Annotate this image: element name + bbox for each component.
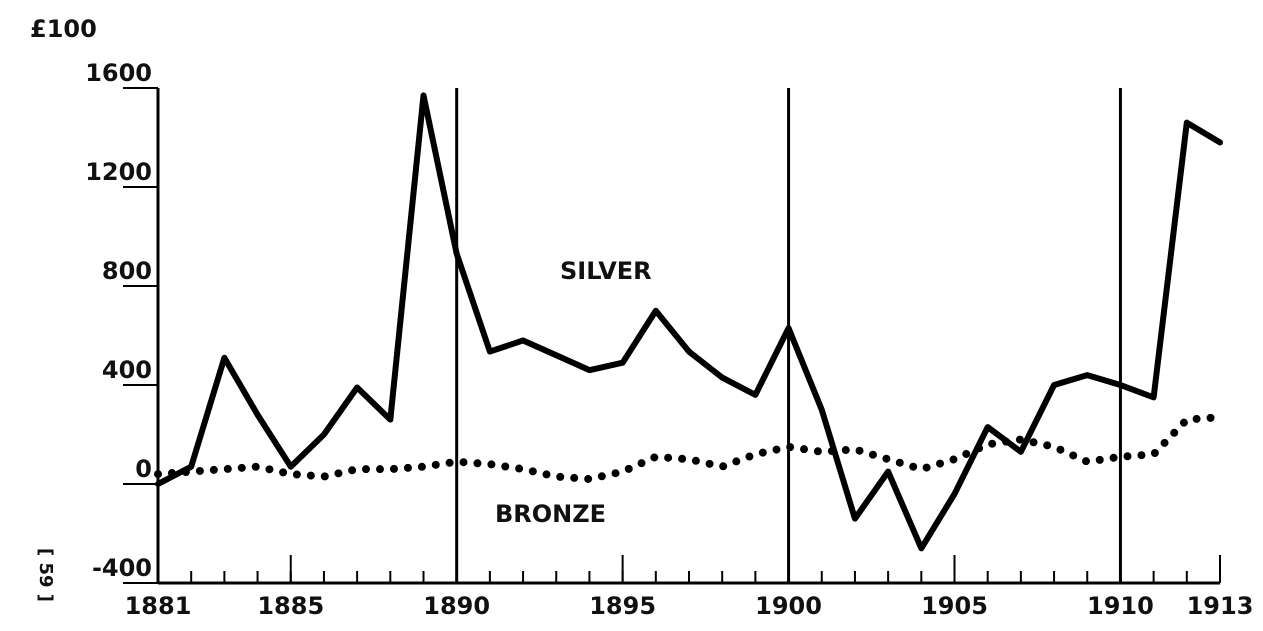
- y-tick-label: -400: [92, 554, 152, 582]
- x-tick-label: 1905: [921, 592, 988, 620]
- x-tick-label: 1890: [423, 592, 490, 620]
- y-tick-label: 800: [102, 257, 152, 285]
- x-tick-label: 1881: [125, 592, 192, 620]
- page-label: [ 59 ]: [35, 548, 56, 602]
- y-tick-label: 1200: [85, 158, 152, 186]
- series-line: [154, 413, 1224, 484]
- x-tick-label: 1900: [755, 592, 822, 620]
- x-tick-label: 1885: [257, 592, 324, 620]
- y-tick-label: 1600: [85, 59, 152, 87]
- y-tick-label: 0: [135, 455, 152, 483]
- y-tick-label: 400: [102, 356, 152, 384]
- x-tick-label: 1910: [1087, 592, 1154, 620]
- annotation: BRONZE: [495, 500, 606, 528]
- x-tick-label: 1913: [1187, 592, 1254, 620]
- y-unit: £100: [30, 15, 97, 43]
- annotation: SILVER: [560, 257, 652, 285]
- x-tick-label: 1895: [589, 592, 656, 620]
- series-line: [155, 92, 1223, 552]
